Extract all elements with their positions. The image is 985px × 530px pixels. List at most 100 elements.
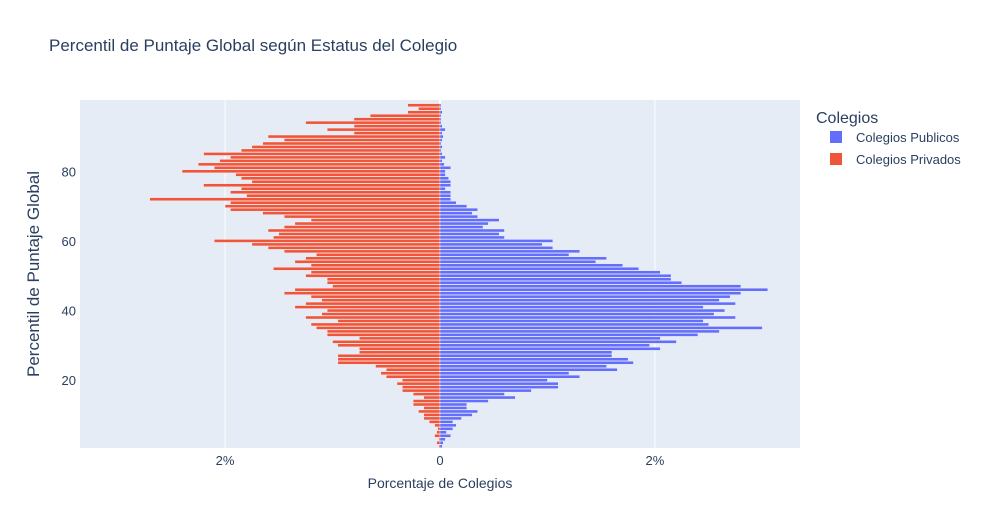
bar-privados — [402, 378, 441, 382]
bar-privados — [337, 319, 441, 323]
legend-title: Colegios — [816, 110, 878, 127]
bar-privados — [251, 242, 441, 247]
bar-privados — [327, 281, 441, 285]
bar-publicos — [439, 162, 445, 167]
bar-publicos — [439, 114, 442, 118]
bar-privados — [359, 336, 441, 341]
bar-publicos — [439, 416, 462, 421]
bar-privados — [423, 413, 441, 417]
bar-publicos — [439, 420, 454, 424]
bar-publicos — [439, 347, 661, 351]
bar-publicos — [439, 326, 763, 330]
legend-label-publicos: Colegios Publicos — [856, 130, 960, 145]
bar-publicos — [439, 291, 742, 295]
bar-privados — [429, 420, 441, 424]
bar-privados — [423, 395, 441, 400]
bar-privados — [418, 107, 441, 111]
x-axis-label: Porcentaje de Colegios — [368, 475, 513, 491]
bar-publicos — [439, 329, 720, 334]
bar-publicos — [439, 169, 446, 173]
bar-privados — [353, 117, 441, 121]
bar-publicos — [439, 315, 736, 320]
series-colegios-privados — [149, 103, 441, 448]
bar-privados — [438, 437, 441, 441]
bar-privados — [380, 371, 441, 375]
bar-publicos — [439, 194, 451, 198]
bar-publicos — [439, 319, 704, 323]
bar-publicos — [439, 399, 489, 403]
bar-privados — [230, 207, 441, 212]
bar-publicos — [439, 242, 543, 247]
bar-privados — [267, 246, 441, 250]
bar-privados — [241, 176, 441, 180]
bar-publicos — [439, 368, 618, 372]
bar-publicos — [439, 430, 447, 434]
bar-publicos — [439, 221, 489, 226]
bar-privados — [423, 416, 441, 421]
bar-publicos — [439, 239, 553, 243]
bar-publicos — [439, 183, 451, 187]
bar-privados — [203, 152, 441, 156]
bar-privados — [332, 284, 441, 288]
y-tick-label: 20 — [62, 373, 76, 388]
bar-privados — [235, 173, 441, 177]
bar-publicos — [439, 350, 613, 354]
bar-privados — [327, 277, 441, 281]
bar-publicos — [439, 288, 768, 292]
bar-privados — [273, 235, 441, 240]
bar-privados — [198, 162, 441, 167]
bar-privados — [149, 197, 441, 201]
bar-publicos — [439, 110, 443, 114]
bar-publicos — [439, 207, 478, 212]
x-tick-label: 2% — [646, 453, 665, 468]
bar-publicos — [439, 378, 548, 382]
bar-privados — [262, 211, 441, 215]
bar-publicos — [439, 124, 443, 128]
bar-privados — [230, 201, 441, 205]
bar-privados — [224, 204, 441, 208]
bar-privados — [305, 120, 441, 125]
bar-privados — [353, 131, 441, 135]
bar-privados — [327, 333, 441, 337]
bar-publicos — [439, 434, 451, 438]
bar-publicos — [439, 270, 661, 274]
legend-label-privados: Colegios Privados — [856, 152, 961, 167]
bar-privados — [316, 326, 441, 330]
bar-privados — [386, 375, 441, 379]
bar-privados — [267, 134, 441, 139]
bar-publicos — [439, 225, 484, 229]
bar-publicos — [439, 173, 446, 177]
bar-publicos — [439, 381, 559, 386]
bar-publicos — [439, 437, 446, 441]
bar-privados — [359, 347, 441, 351]
bar-privados — [375, 364, 441, 368]
bar-publicos — [439, 333, 699, 337]
legend-item-privados[interactable]: Colegios Privados — [830, 152, 961, 167]
bar-publicos — [439, 138, 443, 142]
bar-publicos — [439, 281, 682, 285]
bar-publicos — [439, 197, 451, 201]
bar-publicos — [439, 343, 650, 347]
bar-privados — [203, 183, 441, 187]
bar-publicos — [439, 336, 661, 341]
bar-publicos — [439, 249, 580, 254]
bar-privados — [321, 312, 441, 316]
legend-item-publicos[interactable]: Colegios Publicos — [830, 130, 960, 145]
bar-privados — [327, 308, 441, 313]
bar-privados — [402, 385, 441, 389]
bar-publicos — [439, 340, 677, 344]
bar-publicos — [439, 388, 532, 393]
y-tick-label: 80 — [62, 164, 76, 179]
bar-publicos — [439, 211, 473, 215]
bar-privados — [251, 145, 441, 149]
bar-publicos — [439, 441, 444, 445]
bar-publicos — [439, 131, 443, 135]
bar-privados — [434, 423, 441, 428]
bar-privados — [327, 329, 441, 334]
bar-publicos — [439, 298, 720, 302]
bar-privados — [337, 343, 441, 347]
legend: Colegios Colegios Publicos Colegios Priv… — [816, 110, 961, 167]
bar-publicos — [439, 361, 634, 365]
bar-privados — [241, 148, 441, 153]
y-tick-label: 60 — [62, 234, 76, 249]
